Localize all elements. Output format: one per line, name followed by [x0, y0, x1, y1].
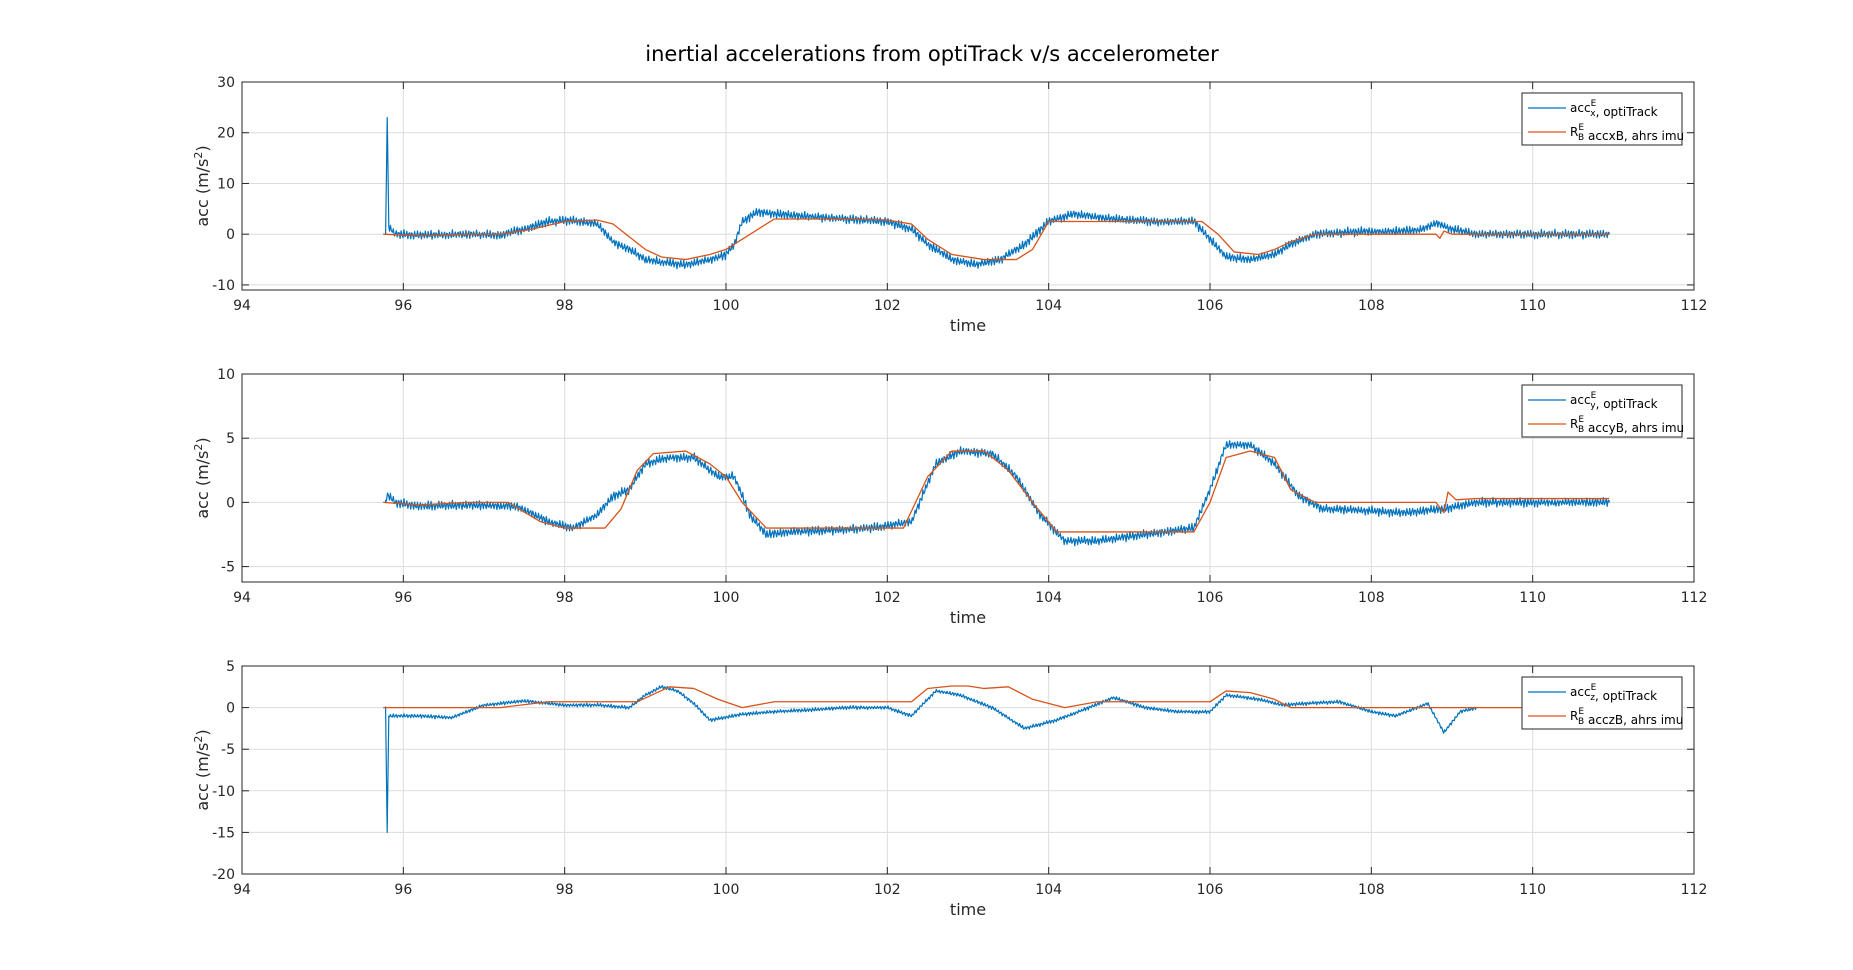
x-tick-label: 112: [1681, 590, 1708, 606]
y-tick-label: -15: [212, 825, 235, 841]
y-tick-label: 5: [226, 659, 235, 675]
x-tick-label: 112: [1681, 298, 1708, 314]
y-tick-label: 5: [226, 431, 235, 447]
axes-box: [241, 373, 1695, 583]
y-tick-label: 0: [226, 495, 235, 511]
x-tick-label: 98: [556, 590, 574, 606]
x-axis-label: time: [950, 900, 986, 919]
legend-label-optitrack: accE y, optiTrack: [1570, 391, 1658, 411]
x-tick-label: 102: [874, 298, 901, 314]
series-line-imu: [383, 450, 1610, 533]
y-tick-label: 20: [217, 126, 235, 142]
subplot-2: 94 96 98 100 102 104 106 108 110 112 -5 0 5 10 time acc…: [192, 367, 1707, 627]
legend-label-imu: RE B accxB, ahrs imu: [1570, 123, 1684, 143]
y-tick-label: 0: [226, 227, 235, 243]
subplot-3: 94 96 98 100 102 104 106 108 110 112 -20 -15 -10 -5 0 5…: [192, 659, 1707, 919]
y-axis-label: acc (m/s2): [192, 729, 212, 810]
subplots: 94 96 98 100 102 104 106 108 110 112-100102030tim…: [192, 75, 1707, 919]
x-tick-label: 100: [713, 298, 740, 314]
series-line-optitrack: [384, 440, 1610, 547]
figure-title: inertial accelerations from optiTrack v/…: [645, 42, 1219, 66]
y-axis-label: acc (m/s2): [192, 145, 212, 226]
legend-box: [1521, 92, 1683, 146]
x-tick-label: 110: [1519, 590, 1546, 606]
x-tick-label: 100: [713, 882, 740, 898]
y-tick-label: -5: [221, 560, 235, 576]
legend-label-optitrack: accE z, optiTrack: [1570, 683, 1657, 703]
legend: accE x, optiTrack RE B accxB, ahrs imu: [1521, 92, 1684, 146]
x-tick-label: 104: [1035, 882, 1062, 898]
x-tick-label: 102: [874, 882, 901, 898]
x-tick-label: 104: [1035, 298, 1062, 314]
x-axis-label: time: [950, 608, 986, 627]
y-tick-label: 30: [217, 75, 235, 91]
x-tick-label: 104: [1035, 590, 1062, 606]
y-axis-label: acc (m/s2): [192, 437, 212, 518]
y-tick-label: -10: [212, 784, 235, 800]
x-tick-label: 94: [233, 590, 251, 606]
x-tick-label: 98: [556, 298, 574, 314]
x-tick-label: 100: [713, 590, 740, 606]
axes-box: [241, 665, 1695, 875]
series-line-optitrack: [384, 116, 1610, 270]
legend-label-imu: RE B accyB, ahrs imu: [1570, 415, 1684, 435]
series-line-imu: [383, 218, 1610, 261]
series-line-imu: [383, 685, 1610, 709]
y-tick-label: 10: [217, 176, 235, 192]
legend-box: [1521, 676, 1683, 730]
legend-label-imu: RE B acczB, ahrs imu: [1570, 707, 1683, 727]
legend-label-optitrack: accE x, optiTrack: [1570, 99, 1658, 119]
x-tick-label: 108: [1358, 298, 1385, 314]
series-line-optitrack: [384, 685, 1477, 833]
x-tick-label: 108: [1358, 882, 1385, 898]
x-tick-label: 96: [394, 590, 412, 606]
x-tick-label: 110: [1519, 298, 1546, 314]
x-tick-label: 110: [1519, 882, 1546, 898]
x-tick-label: 112: [1681, 882, 1708, 898]
x-tick-label: 106: [1197, 590, 1224, 606]
x-tick-label: 106: [1197, 298, 1224, 314]
y-tick-label: -20: [212, 867, 235, 883]
axes-box: [241, 81, 1695, 291]
y-tick-label: -10: [212, 278, 235, 294]
legend-box: [1521, 384, 1683, 438]
y-tick-label: 0: [226, 701, 235, 717]
y-tick-label: 10: [217, 367, 235, 383]
y-tick-label: -5: [221, 742, 235, 758]
subplot-1: 94 96 98 100 102 104 106 108 110 112 -10 0 10 20 30 tim…: [192, 75, 1707, 335]
legend: accE z, optiTrack RE B acczB, ahrs imu: [1521, 676, 1683, 730]
x-tick-label: 96: [394, 298, 412, 314]
x-tick-label: 106: [1197, 882, 1224, 898]
legend: accE y, optiTrack RE B accyB, ahrs imu: [1521, 384, 1684, 438]
x-axis-label: time: [950, 316, 986, 335]
x-tick-label: 108: [1358, 590, 1385, 606]
x-tick-label: 94: [233, 298, 251, 314]
x-tick-label: 98: [556, 882, 574, 898]
x-tick-label: 102: [874, 590, 901, 606]
x-tick-label: 94: [233, 882, 251, 898]
x-tick-label: 96: [394, 882, 412, 898]
